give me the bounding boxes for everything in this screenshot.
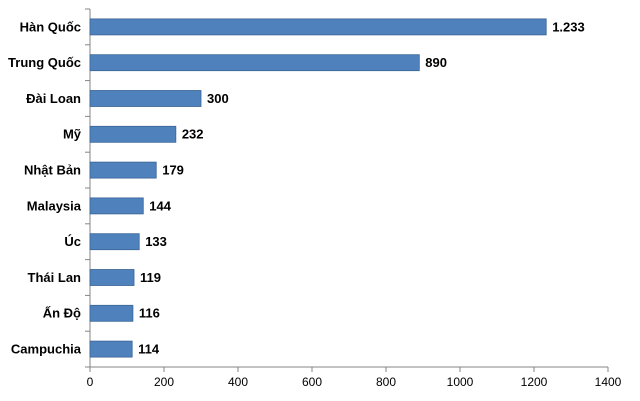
x-tick-label: 1400 — [595, 375, 622, 389]
value-label: 144 — [149, 198, 171, 213]
bar — [89, 269, 135, 286]
value-label: 1.233 — [552, 19, 585, 34]
x-tick-label: 600 — [302, 375, 322, 389]
x-tick-label: 800 — [376, 375, 396, 389]
y-tick-label: Úc — [64, 234, 81, 249]
y-tick-label: Ấn Độ — [43, 306, 81, 321]
bar — [89, 125, 177, 143]
x-tick-label: 1200 — [521, 375, 548, 389]
bar — [89, 197, 144, 215]
y-tick-label: Malaysia — [27, 198, 82, 213]
y-tick-label: Đài Loan — [26, 91, 81, 106]
x-tick-label: 200 — [154, 375, 174, 389]
y-tick-label: Thái Lan — [28, 270, 82, 285]
value-label: 179 — [162, 163, 184, 178]
bar — [89, 161, 157, 179]
bar — [89, 18, 547, 36]
y-tick-label: Mỹ — [63, 127, 82, 142]
x-tick-label: 1000 — [447, 375, 474, 389]
value-label: 133 — [145, 234, 167, 249]
bar — [89, 233, 140, 251]
bar — [89, 340, 133, 358]
x-tick-label: 400 — [228, 375, 248, 389]
value-label: 114 — [138, 342, 160, 357]
y-tick-label: Campuchia — [11, 342, 82, 357]
x-tick-label: 0 — [87, 375, 94, 389]
y-tick-label: Nhật Bản — [24, 163, 81, 178]
value-label: 890 — [425, 55, 447, 70]
bar — [89, 54, 420, 72]
value-label: 300 — [207, 91, 229, 106]
bar — [89, 304, 134, 322]
y-tick-label: Hàn Quốc — [20, 19, 81, 34]
value-label: 119 — [140, 270, 161, 285]
value-label: 232 — [182, 127, 204, 142]
bar — [89, 90, 202, 107]
value-label: 116 — [139, 306, 160, 321]
y-tick-label: Trung Quốc — [8, 55, 81, 70]
